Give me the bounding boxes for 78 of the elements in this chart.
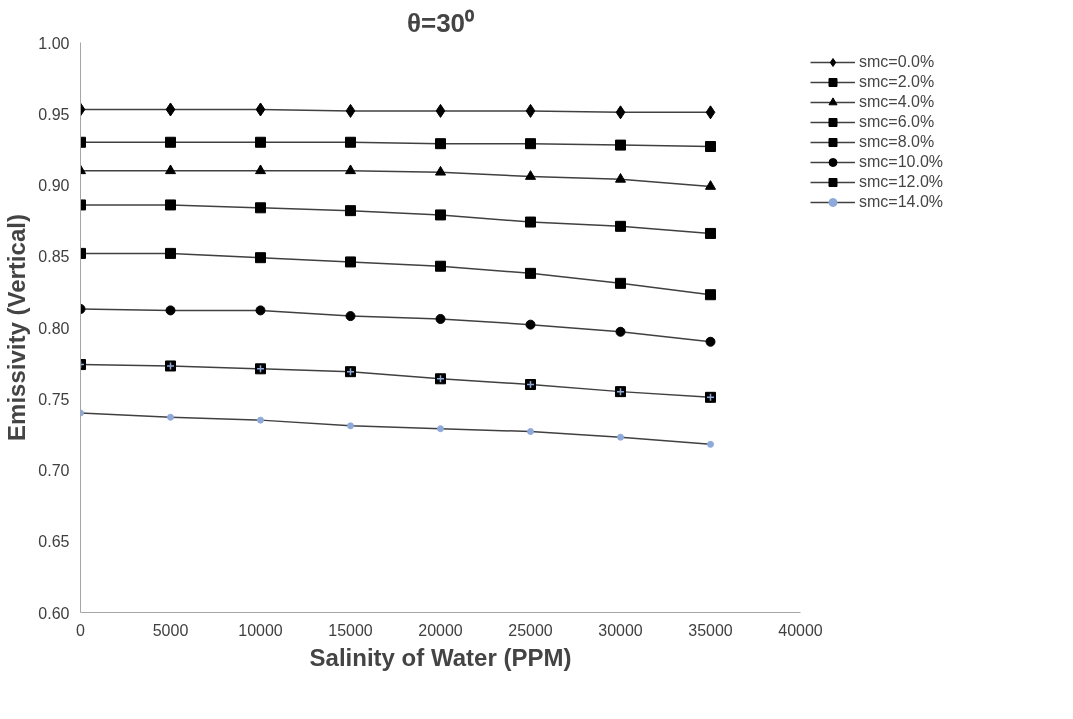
point [525,138,536,150]
y-tick-label: 0.85 [38,248,70,266]
point [525,170,536,180]
legend-label: smc=10.0% [859,153,944,171]
legend-label: smc=14.0% [859,193,944,211]
point [615,173,626,183]
point [165,247,176,259]
point [435,138,446,150]
y-tick-label: 0.65 [38,533,70,551]
point [615,105,626,120]
legend-label: smc=8.0% [859,133,935,151]
point [437,425,444,433]
point [255,305,266,316]
legend-label: smc=4.0% [859,93,935,111]
point [525,267,536,279]
point [165,102,176,117]
legend-label: smc=0.0% [859,53,935,71]
point [705,180,716,190]
point [617,433,624,441]
point [255,102,266,117]
y-tick-label: 1.00 [38,34,70,52]
point [525,103,536,118]
x-tick-label: 40000 [778,621,823,639]
point [615,277,626,289]
point [255,202,266,214]
point [345,256,356,268]
x-tick-label: 35000 [688,621,733,639]
point [435,209,446,221]
point [257,416,264,424]
point [345,311,356,322]
x-tick-label: 5000 [152,621,189,639]
point [165,199,176,211]
y-tick-label: 0.60 [38,604,70,622]
x-tick-label: 30000 [598,621,643,639]
y-tick-label: 0.75 [38,390,70,408]
point [345,205,356,217]
point [435,103,446,118]
point [165,164,176,175]
point [255,136,266,148]
legend-label: smc=12.0% [859,173,944,191]
point [525,319,536,330]
point [615,139,626,151]
point [347,422,354,430]
point [255,252,266,264]
y-axis-title: Emissivity (Vertical) [3,214,31,441]
point [705,289,716,301]
x-tick-label: 10000 [238,621,283,639]
y-tick-label: 0.80 [38,319,70,337]
chart-title: θ=30⁰ [406,7,476,38]
point [615,326,626,337]
point [525,216,536,228]
point [165,136,176,148]
x-tick-label: 15000 [328,621,373,639]
point [705,141,716,153]
point [435,313,446,324]
point [255,164,266,175]
y-tick-label: 0.70 [38,462,70,479]
point [615,220,626,232]
point [345,164,356,175]
point [345,103,356,118]
point [167,413,174,421]
y-tick-label: 0.95 [38,105,70,123]
point [435,165,446,176]
legend-label: smc=2.0% [859,73,935,91]
point [707,440,714,448]
point [435,260,446,272]
point [705,105,716,120]
point [705,227,716,239]
point [165,305,176,316]
x-tick-label: 20000 [418,621,463,639]
point [705,336,716,347]
point [345,136,356,148]
legend-label: smc=6.0% [859,113,935,131]
point [527,428,534,436]
y-tick-label: 0.90 [38,177,70,194]
x-axis-title: Salinity of Water (PPM) [309,643,572,671]
x-tick-label: 0 [76,621,86,639]
x-tick-label: 25000 [508,621,553,639]
